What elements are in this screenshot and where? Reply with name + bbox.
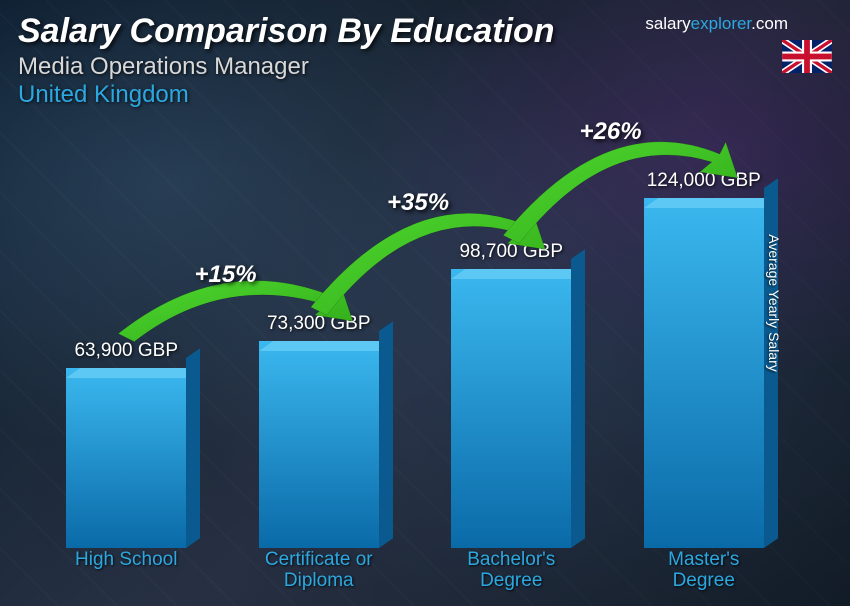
bar-shape (259, 341, 379, 548)
increase-pct-2: +26% (580, 118, 642, 146)
bar-label: High School (41, 550, 211, 592)
bar-3: 124,000 GBP (619, 170, 789, 548)
uk-flag-icon (782, 40, 832, 73)
bar-value: 124,000 GBP (647, 170, 761, 192)
bar-shape (451, 269, 571, 548)
brand-tld: .com (751, 14, 788, 33)
increase-pct-0: +15% (195, 261, 257, 289)
bar-value: 98,700 GBP (459, 241, 563, 263)
bar-2: 98,700 GBP (426, 241, 596, 548)
bar-1: 73,300 GBP (234, 313, 404, 548)
bar-0: 63,900 GBP (41, 340, 211, 548)
bar-shape (66, 368, 186, 548)
bar-label: Master'sDegree (619, 550, 789, 592)
y-axis-label: Average Yearly Salary (765, 234, 781, 372)
bar-chart: 63,900 GBP 73,300 GBP 98,700 GBP 124,000 GB… (30, 112, 800, 592)
job-title: Media Operations Manager (18, 53, 832, 81)
bar-label: Certificate orDiploma (234, 550, 404, 592)
bar-value: 63,900 GBP (74, 340, 178, 362)
brand-suffix: explorer (691, 14, 751, 33)
labels-container: High School Certificate orDiploma Bachelor… (30, 550, 800, 592)
brand-prefix: salary (645, 14, 690, 33)
increase-pct-1: +35% (387, 189, 449, 217)
country-name: United Kingdom (18, 81, 832, 109)
bar-shape (644, 198, 764, 548)
brand-logo: salaryexplorer.com (645, 14, 788, 34)
bar-value: 73,300 GBP (267, 313, 371, 335)
bar-label: Bachelor'sDegree (426, 550, 596, 592)
